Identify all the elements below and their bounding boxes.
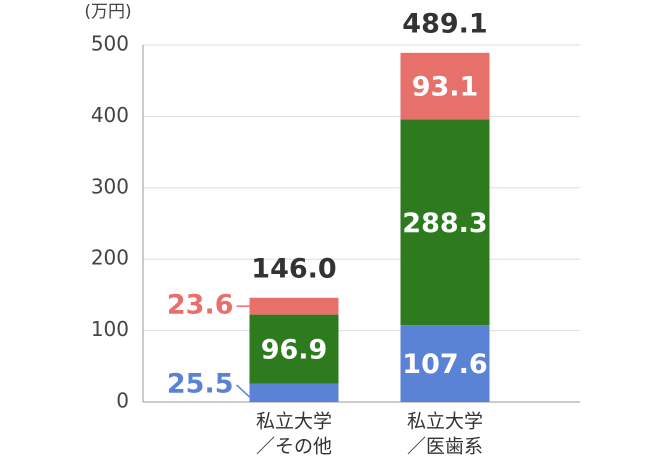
value-label: 23.6	[167, 290, 234, 321]
x-tick-label: ／その他	[256, 436, 332, 458]
y-tick-label: 100	[91, 317, 129, 341]
value-label: 288.3	[402, 208, 487, 239]
bar-segment	[400, 325, 490, 402]
y-tick-label: 300	[91, 174, 129, 198]
total-label: 146.0	[251, 253, 336, 284]
value-label: 96.9	[261, 335, 328, 366]
y-axis-label: (万円)	[84, 2, 131, 22]
bar-segment	[400, 52, 490, 120]
bar-segment	[400, 119, 490, 326]
bar-segment	[249, 383, 339, 402]
y-tick-label: 400	[91, 103, 129, 127]
value-label: 107.6	[402, 349, 487, 380]
x-tick-label: ／医歯系	[407, 436, 483, 458]
leader-line	[235, 384, 251, 398]
value-label: 93.1	[412, 72, 479, 103]
bar-segment	[249, 297, 339, 315]
y-tick-label: 0	[116, 389, 129, 413]
y-tick-label: 500	[91, 32, 129, 56]
x-tick-label: 私立大学	[407, 411, 483, 433]
total-label: 489.1	[402, 8, 487, 39]
y-tick-label: 200	[91, 246, 129, 270]
bar-segment	[249, 314, 339, 384]
x-tick-label: 私立大学	[256, 411, 332, 433]
value-label: 25.5	[167, 368, 234, 399]
